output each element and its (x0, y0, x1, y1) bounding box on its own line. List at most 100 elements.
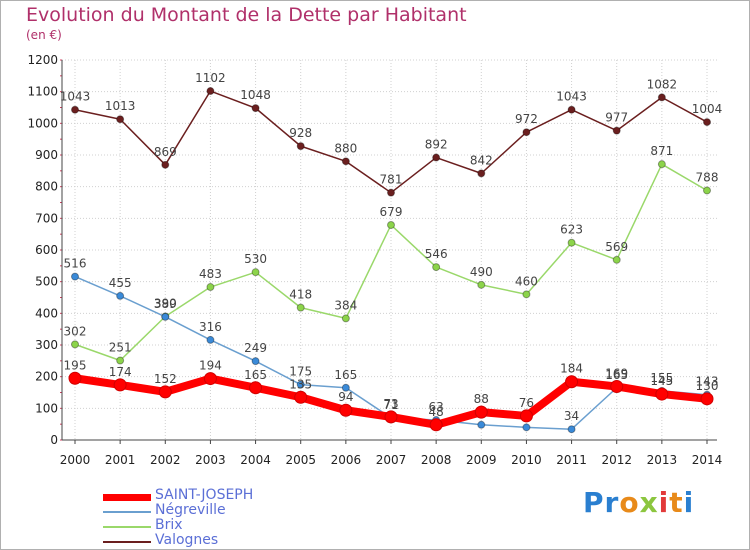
data-label-negreville: 316 (199, 320, 222, 334)
data-label-negreville: 155 (650, 371, 673, 385)
data-point-valognes (522, 128, 531, 137)
data-label-valognes: 781 (380, 173, 403, 187)
data-label-brix: 679 (380, 205, 403, 219)
x-tick-label: 2013 (647, 453, 678, 467)
data-point-brix (612, 255, 621, 264)
data-point-saint-joseph (700, 392, 714, 406)
logo-letter: x (639, 486, 659, 519)
data-point-brix (341, 314, 350, 323)
y-tick-label: 500 (35, 275, 58, 289)
legend-swatch-valognes (103, 541, 151, 543)
data-label-saint-joseph: 94 (338, 390, 353, 404)
logo-letter: i (683, 486, 695, 519)
y-tick-label: 1100 (27, 85, 58, 99)
data-label-valognes: 928 (289, 126, 312, 140)
y-tick-label: 1000 (27, 116, 58, 130)
data-label-valognes: 972 (515, 112, 538, 126)
chart-subtitle: (en €) (26, 28, 62, 42)
data-point-negreville (71, 272, 79, 281)
legend-label-negreville: Négreville (155, 502, 226, 518)
data-point-negreville (251, 357, 260, 366)
legend-swatch-saint-joseph (103, 494, 151, 501)
data-point-brix (522, 290, 531, 299)
data-label-brix: 530 (244, 252, 267, 266)
data-point-brix (206, 283, 215, 292)
data-label-saint-joseph: 165 (244, 368, 267, 382)
y-tick-label: 900 (35, 148, 58, 162)
data-label-brix: 302 (64, 324, 87, 338)
data-point-saint-joseph (203, 372, 217, 386)
data-label-negreville: 143 (696, 375, 719, 389)
y-tick-label: 200 (35, 370, 58, 384)
x-tick-label: 2005 (285, 453, 316, 467)
y-tick-label: 300 (35, 338, 58, 352)
data-label-valognes: 1013 (105, 99, 136, 113)
y-tick-label: 100 (35, 401, 58, 415)
data-label-saint-joseph: 76 (519, 396, 534, 410)
x-tick-label: 2003 (195, 453, 226, 467)
data-label-brix: 871 (650, 144, 673, 158)
data-label-saint-joseph: 184 (560, 362, 583, 376)
data-point-valognes (612, 126, 621, 135)
data-label-saint-joseph: 152 (154, 372, 177, 386)
data-point-brix (296, 303, 305, 312)
data-point-brix (387, 220, 395, 229)
data-point-valognes (251, 104, 260, 113)
legend-swatch-brix (103, 526, 151, 528)
data-point-saint-joseph (519, 409, 533, 423)
logo-letter: o (619, 486, 640, 519)
data-point-saint-joseph (565, 375, 579, 389)
data-label-saint-joseph: 194 (199, 359, 222, 373)
data-label-valognes: 842 (470, 153, 493, 167)
data-point-brix (71, 340, 79, 349)
data-point-saint-joseph (113, 378, 127, 392)
data-point-valognes (296, 142, 305, 151)
data-label-negreville: 63 (429, 400, 444, 414)
data-point-saint-joseph (655, 387, 669, 401)
x-tick-label: 2007 (376, 453, 407, 467)
data-point-negreville (341, 383, 350, 392)
x-tick-label: 2000 (60, 453, 91, 467)
data-point-saint-joseph (474, 405, 488, 419)
data-point-valognes (387, 188, 395, 197)
data-point-valognes (477, 169, 486, 178)
data-point-saint-joseph (429, 418, 443, 432)
data-point-negreville (161, 312, 170, 321)
data-label-negreville: 516 (64, 257, 87, 271)
data-label-saint-joseph: 145 (650, 374, 673, 388)
data-point-valognes (657, 93, 666, 102)
x-tick-label: 2001 (105, 453, 136, 467)
data-point-valognes (71, 105, 79, 114)
data-label-valognes: 880 (334, 141, 357, 155)
legend-label-valognes: Valognes (155, 532, 219, 548)
y-tick-label: 600 (35, 243, 58, 257)
x-tick-label: 2014 (692, 453, 723, 467)
data-point-saint-joseph (158, 385, 172, 399)
data-label-valognes: 892 (425, 138, 448, 152)
data-point-brix (657, 160, 666, 169)
proxiti-logo: Proxiti (583, 486, 694, 519)
data-label-saint-joseph: 195 (64, 358, 87, 372)
data-point-saint-joseph (610, 379, 624, 393)
legend-label-brix: Brix (155, 517, 183, 533)
data-point-valognes (703, 118, 711, 127)
data-label-negreville: 165 (334, 368, 357, 382)
data-label-brix: 569 (605, 240, 628, 254)
data-label-brix: 460 (515, 274, 538, 288)
x-tick-label: 2006 (331, 453, 362, 467)
y-tick-label: 0 (50, 433, 58, 447)
data-point-valognes (432, 153, 441, 162)
data-label-valognes: 869 (154, 145, 177, 159)
data-point-negreville (116, 291, 125, 300)
data-label-brix: 546 (425, 247, 448, 261)
data-point-valognes (567, 105, 576, 114)
data-point-valognes (116, 115, 125, 124)
data-label-negreville: 71 (383, 398, 398, 412)
data-label-negreville: 175 (289, 365, 312, 379)
data-point-negreville (296, 380, 305, 389)
logo-letter: i (658, 486, 670, 519)
data-point-valognes (341, 157, 350, 166)
data-label-valognes: 1043 (60, 90, 91, 104)
data-label-valognes: 1043 (556, 90, 587, 104)
